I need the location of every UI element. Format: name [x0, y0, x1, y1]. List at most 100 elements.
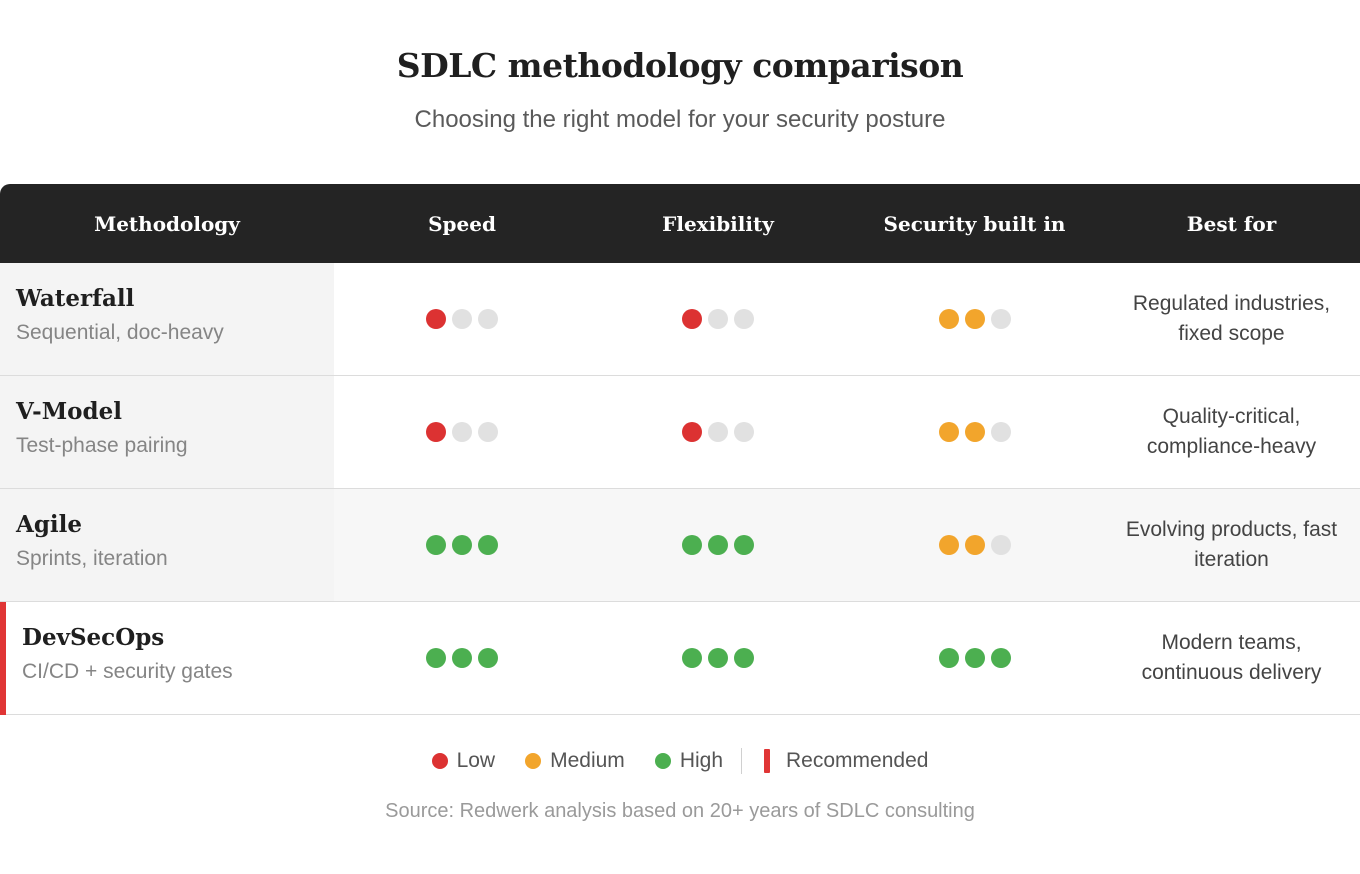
- filled-rating-dot: [990, 648, 1011, 668]
- best-for-cell: Evolving products, fast iteration: [1103, 489, 1360, 601]
- best-for-cell: Quality-critical, compliance-heavy: [1103, 376, 1360, 488]
- best-for-line: Regulated industries,: [1132, 292, 1331, 315]
- legend-item-medium: Medium: [525, 749, 625, 773]
- empty-rating-dot: [990, 535, 1011, 555]
- empty-rating-dot: [990, 309, 1011, 329]
- column-header-best-for: Best for: [1186, 211, 1277, 236]
- methodology-description: CI/CD + security gates: [22, 660, 233, 683]
- flexibility-rating: [590, 263, 846, 375]
- empty-rating-dot: [734, 422, 754, 442]
- column-header-methodology: Methodology: [94, 211, 240, 236]
- filled-rating-dot: [938, 648, 959, 668]
- filled-rating-dot: [452, 535, 472, 555]
- legend-item-high: High: [654, 749, 724, 773]
- methodology-name: Agile: [16, 511, 83, 538]
- table-row: DevSecOps CI/CD + security gates Modern …: [0, 602, 1360, 715]
- filled-rating-dot: [426, 309, 446, 329]
- methodology-description: Test-phase pairing: [16, 434, 188, 457]
- filled-rating-dot: [426, 648, 446, 668]
- methodology-description: Sequential, doc-heavy: [16, 321, 224, 344]
- filled-rating-dot: [682, 535, 702, 555]
- filled-rating-dot: [478, 535, 498, 555]
- empty-rating-dot: [478, 422, 498, 442]
- filled-rating-dot: [734, 648, 754, 668]
- empty-rating-dot: [708, 309, 728, 329]
- legend-label: Recommended: [786, 749, 929, 772]
- column-header-flexibility: Flexibility: [662, 211, 774, 236]
- low-dot-icon: [431, 753, 448, 769]
- security-rating: [846, 263, 1103, 375]
- column-header-security: Security built in: [883, 211, 1066, 236]
- empty-rating-dot: [478, 309, 498, 329]
- methodology-name: Waterfall: [16, 285, 135, 312]
- filled-rating-dot: [964, 422, 985, 442]
- filled-rating-dot: [734, 535, 754, 555]
- comparison-table: Methodology Speed Flexibility Security b…: [0, 184, 1360, 715]
- page-subtitle: Choosing the right model for your securi…: [414, 106, 946, 133]
- flexibility-rating: [590, 602, 846, 714]
- methodology-name: V-Model: [16, 398, 122, 425]
- filled-rating-dot: [938, 422, 959, 442]
- filled-rating-dot: [682, 648, 702, 668]
- filled-rating-dot: [682, 309, 702, 329]
- speed-rating: [334, 263, 590, 375]
- speed-rating: [334, 602, 590, 714]
- empty-rating-dot: [452, 422, 472, 442]
- methodology-name: DevSecOps: [22, 624, 165, 651]
- table-row: V-Model Test-phase pairing Quality-criti…: [0, 376, 1360, 489]
- best-for-line: Quality-critical,: [1162, 405, 1301, 428]
- methodology-cell: V-Model Test-phase pairing: [0, 376, 334, 488]
- empty-rating-dot: [452, 309, 472, 329]
- legend-label: Low: [456, 749, 496, 772]
- filled-rating-dot: [964, 309, 985, 329]
- filled-rating-dot: [938, 535, 959, 555]
- filled-rating-dot: [426, 535, 446, 555]
- methodology-cell: Agile Sprints, iteration: [0, 489, 334, 601]
- filled-rating-dot: [964, 648, 985, 668]
- methodology-description: Sprints, iteration: [16, 547, 168, 570]
- speed-rating: [334, 489, 590, 601]
- flexibility-rating: [590, 376, 846, 488]
- table-row: Waterfall Sequential, doc-heavy Regulate…: [0, 263, 1360, 376]
- security-rating: [846, 489, 1103, 601]
- source-note: Source: Redwerk analysis based on 20+ ye…: [385, 800, 975, 822]
- column-header-speed: Speed: [428, 211, 496, 236]
- filled-rating-dot: [708, 535, 728, 555]
- high-dot-icon: [654, 753, 671, 769]
- methodology-cell: Waterfall Sequential, doc-heavy: [0, 263, 334, 375]
- recommended-bar-icon: [764, 749, 771, 773]
- best-for-line: compliance-heavy: [1146, 435, 1317, 458]
- best-for-line: Modern teams,: [1161, 631, 1302, 654]
- legend-label: High: [679, 749, 724, 772]
- legend-item-low: Low: [431, 749, 496, 773]
- best-for-line: iteration: [1194, 548, 1269, 571]
- filled-rating-dot: [938, 309, 959, 329]
- table-row: Agile Sprints, iteration Evolving produc…: [0, 489, 1360, 602]
- security-rating: [846, 602, 1103, 714]
- filled-rating-dot: [426, 422, 446, 442]
- best-for-line: Evolving products, fast: [1125, 518, 1338, 541]
- best-for-line: continuous delivery: [1141, 661, 1322, 684]
- empty-rating-dot: [708, 422, 728, 442]
- filled-rating-dot: [708, 648, 728, 668]
- best-for-cell: Modern teams, continuous delivery: [1103, 602, 1360, 714]
- legend-divider: [741, 748, 743, 774]
- empty-rating-dot: [990, 422, 1011, 442]
- methodology-cell: DevSecOps CI/CD + security gates: [0, 602, 334, 714]
- flexibility-rating: [590, 489, 846, 601]
- filled-rating-dot: [964, 535, 985, 555]
- legend: Low Medium High Recommended: [0, 748, 1360, 774]
- best-for-line: fixed scope: [1178, 322, 1285, 345]
- medium-dot-icon: [525, 753, 542, 769]
- speed-rating: [334, 376, 590, 488]
- recommended-marker: [0, 602, 6, 715]
- best-for-cell: Regulated industries, fixed scope: [1103, 263, 1360, 375]
- page-title: SDLC methodology comparison: [396, 46, 964, 85]
- empty-rating-dot: [734, 309, 754, 329]
- legend-item-recommended: Recommended: [764, 749, 928, 773]
- filled-rating-dot: [682, 422, 702, 442]
- filled-rating-dot: [478, 648, 498, 668]
- table-header: Methodology Speed Flexibility Security b…: [0, 184, 1360, 263]
- legend-label: Medium: [550, 749, 625, 772]
- filled-rating-dot: [452, 648, 472, 668]
